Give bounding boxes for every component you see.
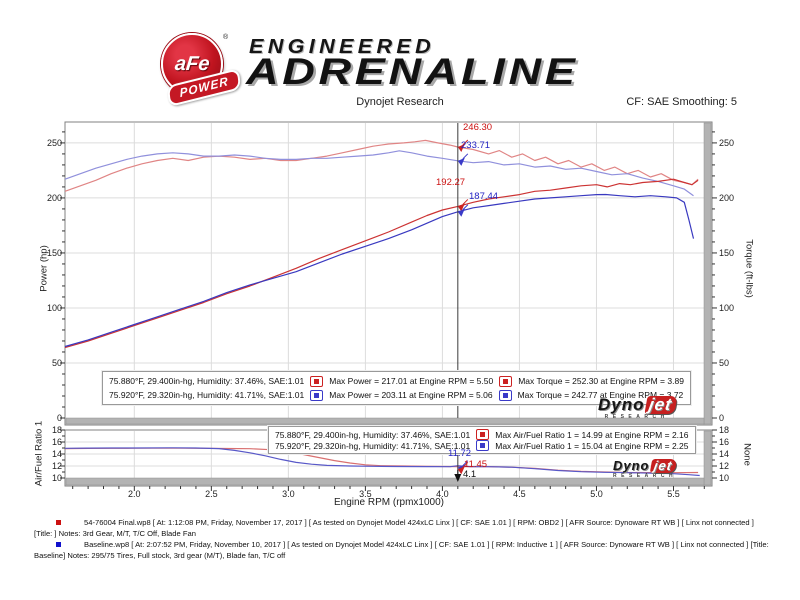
y-tick-label: 18 <box>51 425 62 435</box>
run-info-line: [Title: ] Notes: 3rd Gear, M/T, T/C Off,… <box>34 528 196 538</box>
max-torque-baseline: Max Torque = 242.77 at Engine RPM = 3.72 <box>517 390 684 400</box>
max-power-baseline: Max Power = 203.11 at Engine RPM = 5.06 <box>329 390 493 400</box>
dynojet-watermark-text: Dyno <box>613 458 650 473</box>
cursor-value-final-power: 192.27 <box>436 177 466 188</box>
series-marker-red-icon <box>499 375 513 387</box>
max-afr-baseline: Max Air/Fuel Ratio 1 = 15.04 at Engine R… <box>495 440 689 451</box>
torque-axis-title: Torque (ft-lbs) <box>743 239 755 298</box>
dynojet-watermark: Dyno jet RESEARCH <box>613 458 678 479</box>
brand-adrenaline: ADRENALINE <box>246 51 579 92</box>
x-tick-label: 4.0 <box>436 489 449 499</box>
legend-row-baseline: 75.920°F, 29.320in-hg, Humidity: 41.71%,… <box>109 388 684 402</box>
y-tick-label: 12 <box>51 461 62 471</box>
y-tick-label: 18 <box>719 425 730 435</box>
afr-legend: 75.880°F, 29.400in-hg, Humidity: 37.46%,… <box>268 426 696 454</box>
power-torque-legend: 75.880°F, 29.400in-hg, Humidity: 37.46%,… <box>102 371 691 405</box>
legend-row-final: 75.880°F, 29.400in-hg, Humidity: 37.46%,… <box>275 429 689 440</box>
blue-series-bullet-icon <box>56 542 61 547</box>
cursor-value-final-torque: 246.30 <box>463 122 493 133</box>
y-tick-label: 10 <box>51 473 62 483</box>
max-power-final: Max Power = 217.01 at Engine RPM = 5.50 <box>329 376 494 386</box>
run-conditions: 75.920°F, 29.320in-hg, Humidity: 41.71%,… <box>109 390 305 400</box>
rpm-axis-title: Engine RPM (rpmx1000) <box>333 497 445 508</box>
run-conditions: 75.920°F, 29.320in-hg, Humidity: 41.71%,… <box>275 440 471 451</box>
dynojet-watermark-jet: jet <box>649 458 677 473</box>
run-conditions: 75.880°F, 29.400in-hg, Humidity: 37.46%,… <box>275 429 471 440</box>
dynojet-watermark-sub: RESEARCH <box>604 414 669 420</box>
max-torque-final: Max Torque = 252.30 at Engine RPM = 3.89 <box>518 376 684 386</box>
cursor-value-baseline-torque: 233.71 <box>461 140 491 151</box>
run-entry-baseline: Baseline.wp8 [ At: 2:07:52 PM, Friday, N… <box>34 540 782 561</box>
y-tick-label: 250 <box>46 137 62 148</box>
y-tick-label: 16 <box>51 437 62 447</box>
y-tick-label: 50 <box>51 357 62 368</box>
y-tick-label: 200 <box>46 192 62 203</box>
y-tick-label: 100 <box>46 302 62 313</box>
cursor-value-baseline-afr: 11.72 <box>448 448 472 459</box>
afe-logo-text: aFe <box>173 52 211 75</box>
y-tick-label: 150 <box>46 247 62 258</box>
run-file-info: 54-76004 Final.wp8 [ At: 1:12:08 PM, Fri… <box>34 518 782 562</box>
x-tick-label: 3.5 <box>359 489 372 499</box>
x-tick-label: 2.0 <box>128 489 141 499</box>
legend-row-baseline: 75.920°F, 29.320in-hg, Humidity: 41.71%,… <box>275 440 689 451</box>
run-info-line: Baseline] Notes: 295/75 Tires, Full stoc… <box>34 550 286 560</box>
run-conditions: 75.880°F, 29.400in-hg, Humidity: 37.46%,… <box>109 376 305 386</box>
series-marker-blue-icon <box>476 440 490 451</box>
run-info-line: Baseline.wp8 [ At: 2:07:52 PM, Friday, N… <box>84 540 769 549</box>
y-tick-label: 16 <box>719 437 730 447</box>
y-tick-label: 50 <box>719 357 730 368</box>
y-tick-label: 12 <box>719 461 730 471</box>
cursor-rpm-label: 4.1 <box>463 469 477 480</box>
brand-engineered: ENGINEERED <box>249 36 436 58</box>
x-tick-label: 4.5 <box>513 489 526 499</box>
y-tick-label: 14 <box>51 449 62 459</box>
cursor-value-final-afr: 11.45 <box>464 459 488 470</box>
series-marker-red-icon <box>310 375 324 387</box>
dynojet-watermark: Dyno jet RESEARCH <box>598 395 677 420</box>
y-tick-label: 0 <box>56 413 62 423</box>
series-marker-blue-icon <box>310 389 324 401</box>
y-tick-label: 150 <box>719 247 735 258</box>
y-tick-label: 14 <box>719 449 730 459</box>
run-entry-final: 54-76004 Final.wp8 [ At: 1:12:08 PM, Fri… <box>34 518 782 539</box>
series-marker-blue-icon <box>498 389 512 401</box>
dynojet-watermark-jet: jet <box>643 395 677 414</box>
x-tick-label: 5.0 <box>590 489 603 499</box>
y-tick-label: 10 <box>719 473 730 483</box>
y-tick-label: 100 <box>719 302 735 313</box>
max-afr-final: Max Air/Fuel Ratio 1 = 14.99 at Engine R… <box>495 429 689 440</box>
y-tick-label: 200 <box>719 192 735 203</box>
x-tick-label: 3.0 <box>282 489 295 499</box>
x-tick-label: 2.5 <box>205 489 218 499</box>
dynojet-watermark-text: Dyno <box>598 395 645 414</box>
x-tick-label: 5.5 <box>667 489 680 499</box>
y-tick-label: 0 <box>719 413 725 423</box>
red-series-bullet-icon <box>56 520 61 525</box>
series-marker-red-icon <box>476 429 490 440</box>
none-axis-title: None <box>741 443 753 466</box>
power-axis-title: Power (hp) <box>38 245 50 292</box>
dynojet-watermark-sub: RESEARCH <box>613 473 678 479</box>
smoothing-setting: CF: SAE Smoothing: 5 <box>626 96 737 108</box>
legend-row-final: 75.880°F, 29.400in-hg, Humidity: 37.46%,… <box>109 374 684 388</box>
run-info-line: 54-76004 Final.wp8 [ At: 1:12:08 PM, Fri… <box>84 518 754 527</box>
cursor-value-baseline-power: 187.44 <box>469 191 499 202</box>
registered-mark: ® <box>223 34 229 41</box>
report-subtitle: Dynojet Research <box>356 96 444 108</box>
y-tick-label: 250 <box>719 137 735 148</box>
